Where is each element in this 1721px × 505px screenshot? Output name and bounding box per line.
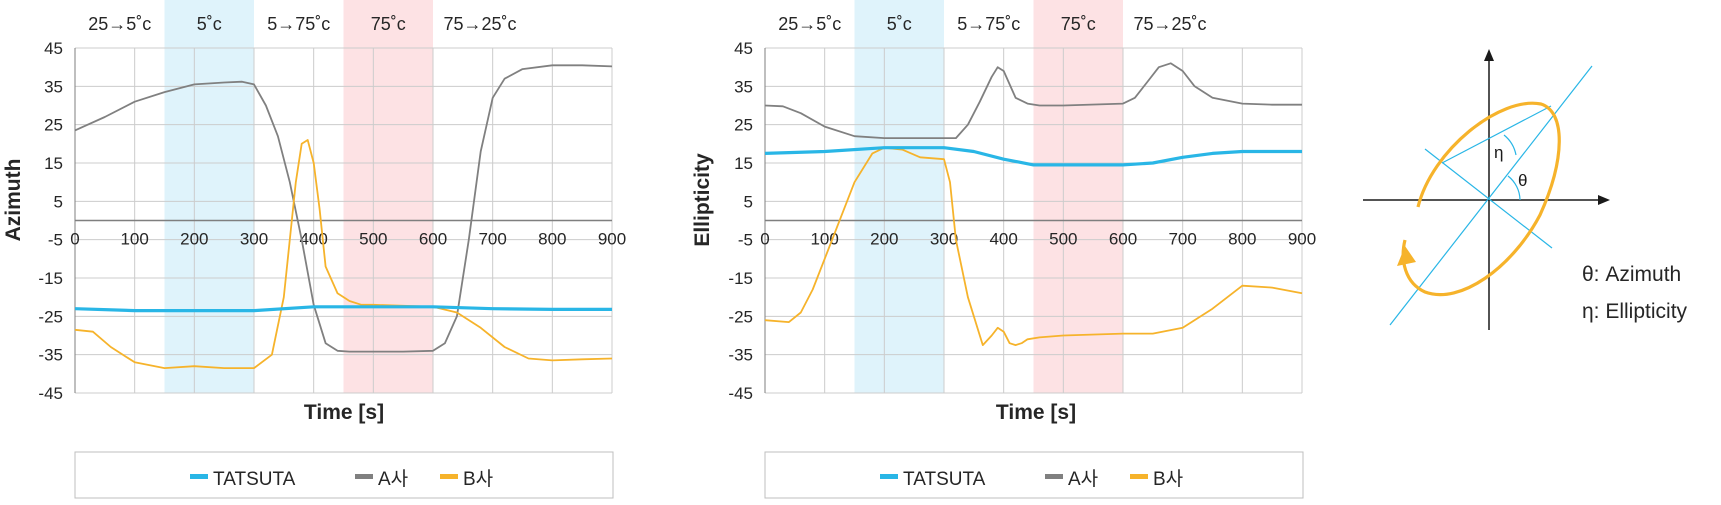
x-tick-label: 100 xyxy=(120,230,148,249)
azimuth-definition: θ: Azimuth xyxy=(1582,263,1681,286)
series-line-TATSUTA xyxy=(74,305,612,313)
x-tick-label: 600 xyxy=(419,230,447,249)
y-tick-label: 25 xyxy=(44,116,63,135)
x-tick-label: 300 xyxy=(930,230,958,249)
legend-label: A사 xyxy=(378,468,408,490)
phase-label: 25→5˚c xyxy=(778,14,841,34)
legend-label: A사 xyxy=(1068,468,1098,490)
y-tick-label: 45 xyxy=(44,39,63,58)
series-line-TATSUTA xyxy=(764,146,1302,167)
x-tick-label: 300 xyxy=(240,230,268,249)
series-line-B사 xyxy=(74,139,613,370)
y-tick-label: -5 xyxy=(48,231,63,250)
y-tick-label: -5 xyxy=(738,231,753,250)
eta-arc xyxy=(1503,134,1517,156)
legend-swatch xyxy=(190,474,208,479)
theta-arc xyxy=(1507,175,1521,201)
x-tick-label: 400 xyxy=(989,230,1017,249)
plot-area: 25→5˚c 5˚c 5→75˚c 75˚c 75→25˚c 45 35 25 15 5 -5 -15… xyxy=(38,0,626,403)
legend: TATSUTA A사 B사 xyxy=(190,468,493,490)
y-tick-label: 35 xyxy=(734,77,753,96)
legend-swatch xyxy=(440,474,458,479)
phase-label: 5˚c xyxy=(197,14,222,34)
major-axis-line xyxy=(1389,65,1593,326)
phase-label: 5˚c xyxy=(887,14,912,34)
y-tick-label: 15 xyxy=(44,154,63,173)
x-tick-label: 400 xyxy=(299,230,327,249)
y-tick-label: -45 xyxy=(728,384,753,403)
x-tick-label: 600 xyxy=(1109,230,1137,249)
y-tick-label: 25 xyxy=(734,116,753,135)
y-tick-label: 35 xyxy=(44,77,63,96)
legend-box xyxy=(764,451,1304,499)
y-tick-label: -15 xyxy=(38,269,63,288)
phase-band xyxy=(343,0,433,393)
phase-label: 5→75˚c xyxy=(957,14,1020,34)
phase-label: 75→25˚c xyxy=(1133,14,1206,34)
x-tick-label: 700 xyxy=(1168,230,1196,249)
x-tick-label: 700 xyxy=(478,230,506,249)
legend: TATSUTA A사 B사 xyxy=(880,468,1183,490)
y-tick-label: -35 xyxy=(728,346,753,365)
y-axis-label: Azimuth xyxy=(2,159,25,242)
y-tick-label: 5 xyxy=(54,192,63,211)
ellipticity-definition: η: Ellipticity xyxy=(1582,300,1688,323)
phase-band xyxy=(164,0,254,393)
phase-band xyxy=(1033,0,1123,393)
x-tick-label: 800 xyxy=(538,230,566,249)
series-line-B사 xyxy=(764,146,1303,347)
y-tick-label: 45 xyxy=(734,39,753,58)
ellipse-chord-line xyxy=(1441,105,1552,164)
phase-label: 75˚c xyxy=(371,14,406,34)
legend-label: B사 xyxy=(463,468,493,490)
y-tick-label: -25 xyxy=(38,307,63,326)
x-tick-label: 500 xyxy=(1049,230,1077,249)
legend-swatch xyxy=(355,474,373,479)
x-tick-label: 800 xyxy=(1228,230,1256,249)
x-axis-label: Time [s] xyxy=(996,401,1076,424)
legend-swatch xyxy=(880,474,898,479)
eta-symbol: η xyxy=(1494,143,1503,162)
x-axis-arrow-icon xyxy=(1598,195,1610,205)
polarization-diagram: θ η θ: Azimuth η: Ellipticity xyxy=(1363,49,1688,330)
legend-box xyxy=(74,451,614,499)
x-axis-label: Time [s] xyxy=(304,401,384,424)
x-tick-label: 900 xyxy=(1288,230,1316,249)
polarization-ellipse xyxy=(1401,101,1561,297)
plot-area: 25→5˚c 5˚c 5→75˚c 75˚c 75→25˚c 45 35 25 15 5 -5 -15… xyxy=(728,0,1316,403)
legend-swatch xyxy=(1045,474,1063,479)
phase-band xyxy=(854,0,944,393)
theta-symbol: θ xyxy=(1518,171,1527,190)
legend-label: B사 xyxy=(1153,468,1183,490)
legend-label: TATSUTA xyxy=(903,469,986,490)
y-tick-label: 5 xyxy=(744,192,753,211)
series-line-A사 xyxy=(764,62,1302,140)
x-tick-label: 500 xyxy=(359,230,387,249)
phase-label: 5→75˚c xyxy=(267,14,330,34)
phase-label: 25→5˚c xyxy=(88,14,151,34)
rotation-arrow-icon xyxy=(1397,246,1416,266)
y-tick-label: -15 xyxy=(728,269,753,288)
phase-label: 75→25˚c xyxy=(443,14,516,34)
y-axis-arrow-icon xyxy=(1484,49,1494,61)
y-tick-label: -35 xyxy=(38,346,63,365)
x-tick-label: 0 xyxy=(760,230,769,249)
phase-label: 75˚c xyxy=(1061,14,1096,34)
x-tick-label: 100 xyxy=(810,230,838,249)
x-tick-label: 0 xyxy=(70,230,79,249)
series-line-A사 xyxy=(74,64,613,353)
legend-label: TATSUTA xyxy=(213,469,296,490)
azimuth-chart: 25→5˚c 5˚c 5→75˚c 75˚c 75→25˚c 45 35 25 15 5 -5 -15… xyxy=(2,0,626,499)
y-tick-label: -25 xyxy=(728,307,753,326)
ellipticity-chart: 25→5˚c 5˚c 5→75˚c 75˚c 75→25˚c 45 35 25 15 5 -5 -15… xyxy=(691,0,1316,499)
legend-swatch xyxy=(1130,474,1148,479)
y-tick-label: -45 xyxy=(38,384,63,403)
x-tick-label: 200 xyxy=(180,230,208,249)
y-axis-label: Ellipticity xyxy=(691,153,714,247)
x-tick-label: 900 xyxy=(598,230,626,249)
y-tick-label: 15 xyxy=(734,154,753,173)
x-tick-label: 200 xyxy=(870,230,898,249)
